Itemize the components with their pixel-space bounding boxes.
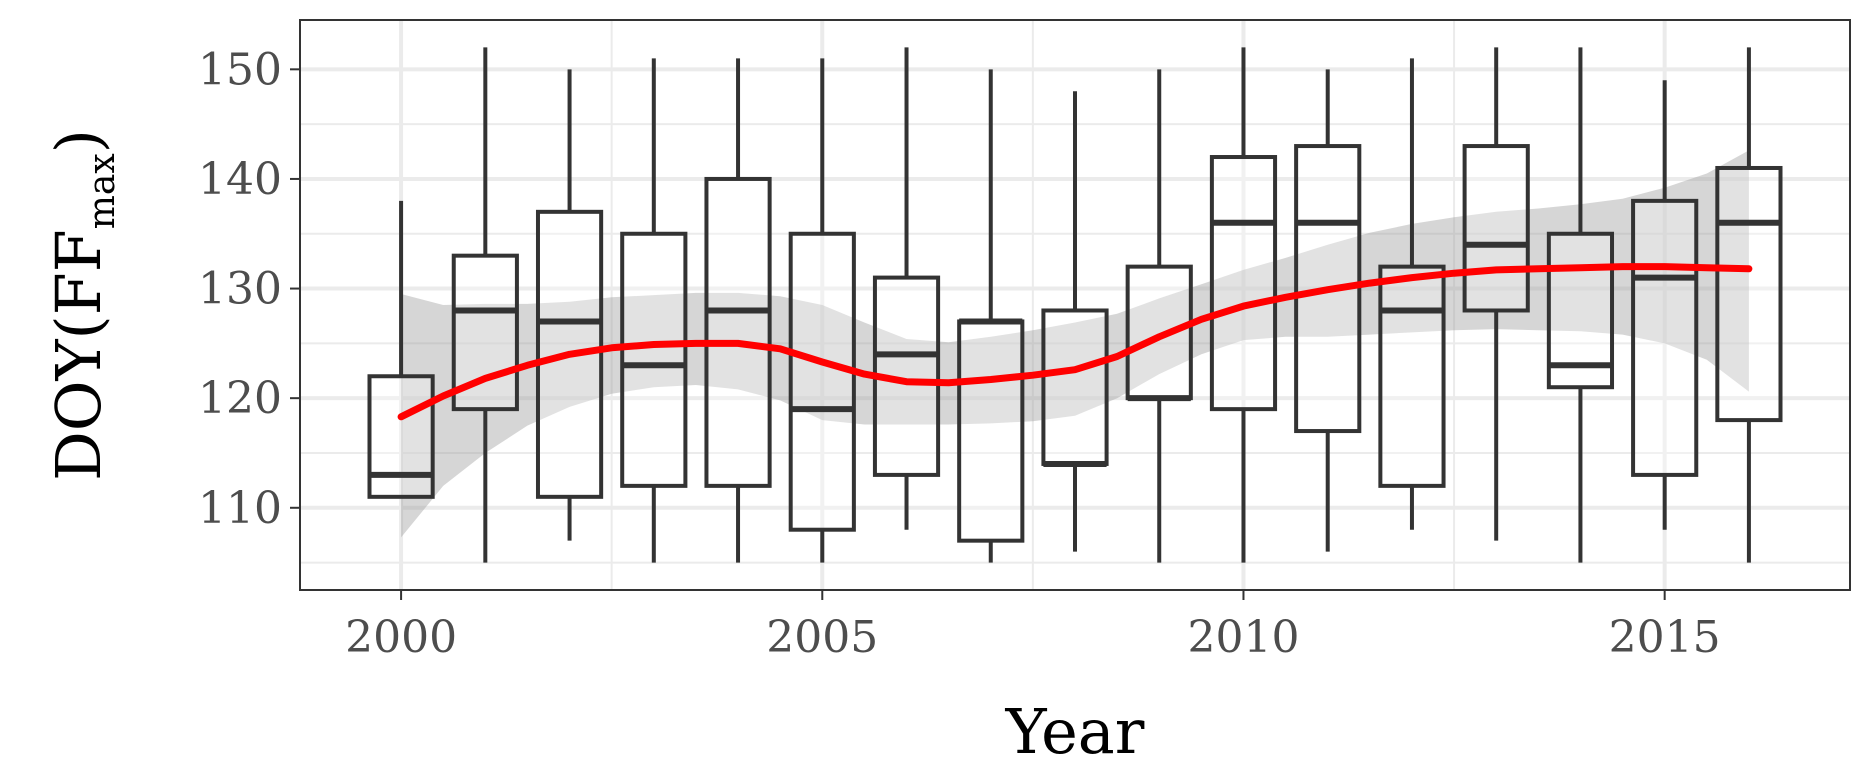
- smooth-trend-line: [397, 263, 1753, 421]
- box-2004: [704, 58, 772, 563]
- box-iqr: [704, 176, 772, 488]
- box-2009: [1125, 69, 1193, 563]
- box-2016: [1715, 47, 1783, 563]
- box-iqr: [1125, 264, 1193, 401]
- y-tick-label: 140: [198, 154, 282, 205]
- y-tick-label: 130: [198, 264, 282, 315]
- box-2012: [1378, 58, 1446, 530]
- x-axis-title: Year: [1005, 695, 1145, 768]
- box-iqr: [1462, 144, 1530, 313]
- x-tick-label: 2000: [345, 612, 457, 663]
- x-tick-label: 2015: [1609, 612, 1721, 663]
- box-iqr: [1041, 308, 1109, 466]
- box-iqr: [367, 374, 435, 499]
- box-2005: [788, 58, 856, 563]
- y-axis-title-main: FF: [42, 229, 115, 315]
- box-2010: [1209, 47, 1278, 563]
- y-axis-ticks: 110 120 130 140 150: [198, 44, 300, 534]
- y-axis-title-subscript: max: [82, 153, 123, 229]
- box-iqr: [1631, 198, 1699, 477]
- box-2013: [1462, 47, 1530, 541]
- box-2007: [957, 69, 1025, 563]
- box-2000: [367, 200, 435, 499]
- x-tick-label: 2005: [766, 612, 878, 663]
- box-2015: [1631, 80, 1699, 530]
- box-iqr: [788, 231, 856, 532]
- y-axis-title-prefix: DOY: [42, 338, 115, 481]
- y-tick-label: 150: [198, 44, 282, 95]
- y-axis-title: DOY(FFmax): [42, 129, 123, 481]
- box-2008: [1041, 91, 1109, 552]
- box-2003: [620, 58, 688, 563]
- box-iqr: [1209, 155, 1278, 412]
- box-2014: [1546, 47, 1615, 563]
- box-iqr: [1546, 231, 1615, 390]
- y-tick-label: 110: [198, 483, 282, 534]
- box-iqr: [1378, 264, 1446, 488]
- x-axis-ticks: 2000 2005 2010 2015: [345, 590, 1721, 663]
- box-iqr: [957, 319, 1025, 543]
- box-iqr: [1715, 165, 1783, 423]
- plot-panel-border: [299, 19, 1851, 591]
- x-tick-label: 2010: [1187, 612, 1299, 663]
- smooth-line-layer: [397, 263, 1753, 421]
- box-iqr: [620, 231, 688, 488]
- y-axis-title-open-paren: (: [42, 315, 115, 339]
- y-tick-label: 120: [198, 373, 282, 424]
- y-axis-title-close-paren: ): [42, 129, 115, 153]
